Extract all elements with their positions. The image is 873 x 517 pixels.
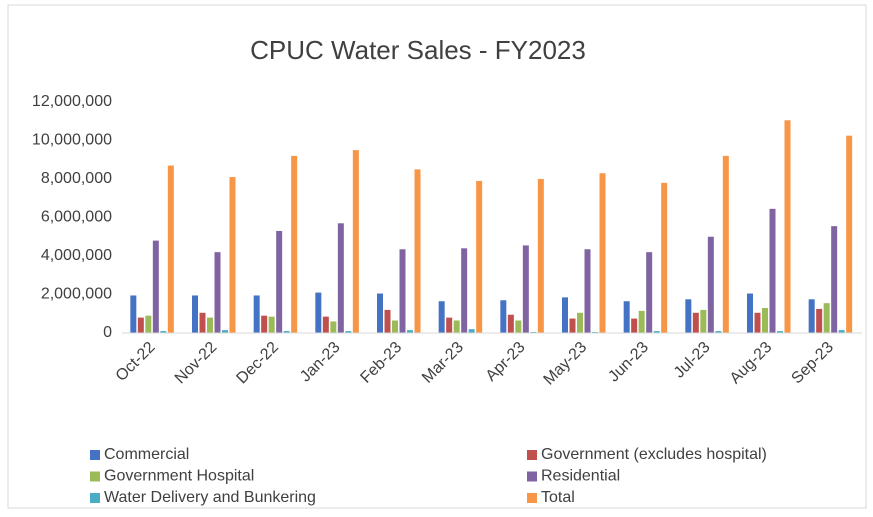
legend-label: Government Hospital: [104, 468, 254, 485]
bar: [453, 320, 460, 333]
bar: [167, 165, 174, 333]
bar: [623, 301, 630, 333]
legend-swatch: [90, 450, 100, 460]
bar: [823, 303, 830, 333]
legend-label: Residential: [541, 468, 620, 485]
bar: [407, 330, 413, 333]
bar: [145, 315, 152, 333]
bar: [229, 177, 236, 333]
legend-swatch: [90, 471, 100, 482]
bar: [291, 155, 298, 333]
legend-label: Water Delivery and Bunkering: [104, 489, 316, 506]
bar: [507, 314, 514, 333]
chart-border: [7, 4, 867, 509]
y-tick-label: 12,000,000: [32, 93, 112, 110]
bar: [692, 312, 699, 333]
bar: [777, 331, 783, 333]
bar: [330, 321, 337, 333]
bar: [715, 331, 722, 333]
bar: [522, 245, 529, 333]
bar: [747, 293, 753, 333]
bar: [537, 179, 544, 333]
bar: [577, 312, 583, 333]
bar: [638, 310, 645, 333]
bar: [707, 236, 714, 333]
bar: [152, 240, 159, 333]
bar: [130, 295, 137, 333]
bar: [838, 330, 845, 333]
legend-label: Government (excludes hospital): [541, 446, 767, 463]
bar: [207, 317, 213, 333]
y-tick-label: 10,000,000: [32, 132, 112, 149]
bar: [476, 180, 483, 333]
bar: [337, 223, 344, 333]
bar: [276, 230, 283, 333]
bar: [500, 300, 507, 333]
bar: [562, 297, 568, 333]
bar: [769, 208, 776, 333]
y-tick-label: 6,000,000: [41, 209, 112, 226]
bar: [653, 331, 660, 333]
bar: [315, 292, 322, 333]
bar: [808, 299, 815, 333]
bar: [661, 182, 668, 333]
bar: [846, 135, 853, 333]
legend-swatch: [527, 493, 537, 503]
legend-label: Commercial: [104, 446, 189, 463]
bar: [784, 120, 791, 333]
bar: [414, 169, 421, 333]
y-tick-label: 0: [103, 324, 112, 341]
bar: [468, 329, 475, 333]
bar: [569, 318, 576, 333]
bar: [137, 317, 144, 333]
legend-label: Total: [541, 489, 575, 506]
bar: [722, 155, 729, 333]
bar: [283, 331, 290, 333]
bar: [392, 320, 398, 333]
bar: [352, 150, 359, 333]
bar: [584, 249, 591, 333]
legend-swatch: [527, 471, 537, 482]
bar: [816, 308, 823, 333]
bar: [261, 315, 268, 333]
bar: [192, 295, 198, 333]
bar: [268, 316, 275, 333]
legend-swatch: [527, 450, 537, 460]
bar: [253, 295, 260, 333]
bar: [685, 299, 692, 333]
bar: [222, 330, 228, 333]
bar: [599, 173, 606, 333]
bar: [345, 331, 352, 333]
bar: [438, 301, 445, 333]
bar: [646, 252, 653, 333]
bar: [322, 316, 329, 333]
bar: [446, 317, 453, 333]
bar: [461, 248, 468, 333]
bar: [762, 307, 768, 333]
bar: [754, 312, 761, 333]
bar: [214, 252, 221, 333]
bar: [199, 312, 206, 333]
y-tick-label: 4,000,000: [41, 247, 112, 264]
bar: [160, 331, 167, 333]
y-tick-label: 2,000,000: [41, 286, 112, 303]
bar: [399, 249, 406, 333]
bar: [700, 309, 707, 333]
chart-title: CPUC Water Sales - FY2023: [250, 35, 586, 65]
y-tick-label: 8,000,000: [41, 170, 112, 187]
legend-swatch: [90, 493, 100, 503]
bar: [384, 309, 391, 333]
bar: [831, 226, 838, 333]
bar: [631, 318, 638, 333]
bar: [377, 293, 383, 333]
bar: [515, 320, 522, 333]
